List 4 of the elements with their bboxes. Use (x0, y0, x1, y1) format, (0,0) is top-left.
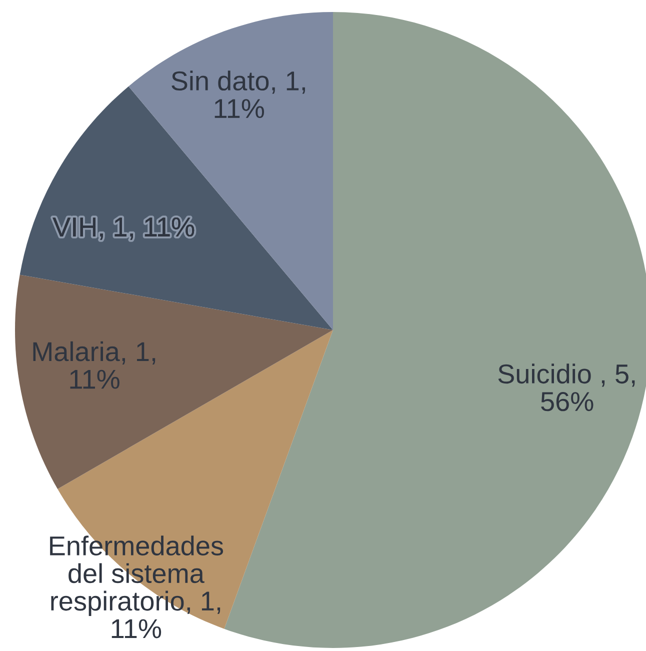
slice-label: Malaria, 1, 11% (33, 341, 156, 389)
slice-label: VIH, 1, 11% (52, 218, 194, 240)
slice-label: Suicidio , 5, 56% (498, 364, 635, 412)
slice-label: Sin dato, 1, 11% (172, 70, 305, 118)
